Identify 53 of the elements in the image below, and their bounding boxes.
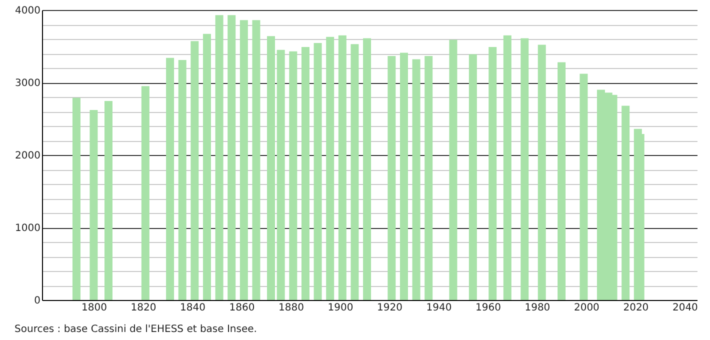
x-tick-label: 1880 — [278, 302, 304, 314]
bar — [488, 46, 497, 300]
x-tick-label: 1860 — [229, 302, 255, 314]
bar — [228, 15, 236, 300]
bar — [400, 52, 408, 300]
bar — [326, 36, 334, 300]
bar — [424, 56, 433, 300]
bar — [314, 42, 322, 300]
y-tick-label: 2000 — [15, 150, 40, 162]
bar — [580, 74, 588, 300]
bar — [90, 110, 98, 300]
x-tick-label: 1840 — [180, 302, 206, 314]
x-tick-label: 2020 — [623, 302, 649, 314]
y-tick-label: 0 — [34, 296, 40, 306]
bar — [622, 106, 630, 300]
bar — [350, 44, 359, 300]
y-tick-label: 3000 — [15, 78, 40, 89]
bar — [276, 50, 285, 300]
bar — [412, 59, 420, 300]
bar — [252, 20, 260, 300]
bar — [468, 54, 477, 300]
bar — [558, 62, 566, 300]
bar — [190, 41, 199, 300]
bar — [104, 100, 112, 300]
bar — [388, 56, 396, 300]
bar — [178, 60, 186, 300]
bar — [520, 38, 529, 300]
bar — [538, 44, 546, 300]
bar — [503, 35, 512, 300]
bar — [202, 34, 211, 300]
x-tick-label: 1980 — [524, 302, 550, 314]
x-tick-label: 1820 — [130, 302, 156, 314]
bar — [449, 40, 458, 300]
y-tick-label: 4000 — [15, 6, 40, 16]
x-tick-label: 1800 — [81, 302, 107, 314]
x-tick-label: 2040 — [672, 302, 698, 314]
bar — [363, 38, 372, 300]
bar — [289, 51, 298, 300]
x-tick-label: 2000 — [574, 302, 600, 314]
y-tick-label: 1000 — [15, 223, 40, 234]
bar — [215, 15, 224, 300]
x-tick-label: 1940 — [426, 302, 452, 314]
bar — [240, 20, 248, 300]
x-tick-label: 1960 — [475, 302, 501, 314]
source-note: Sources : base Cassini de l'EHESS et base Insee. — [14, 324, 257, 335]
bar — [338, 35, 346, 300]
bar — [166, 58, 174, 300]
x-tick-label: 1900 — [328, 302, 354, 314]
bar — [141, 86, 150, 300]
x-tick-label: 1920 — [376, 302, 402, 314]
bar — [267, 36, 276, 300]
bar — [301, 46, 310, 300]
bar — [72, 98, 80, 300]
